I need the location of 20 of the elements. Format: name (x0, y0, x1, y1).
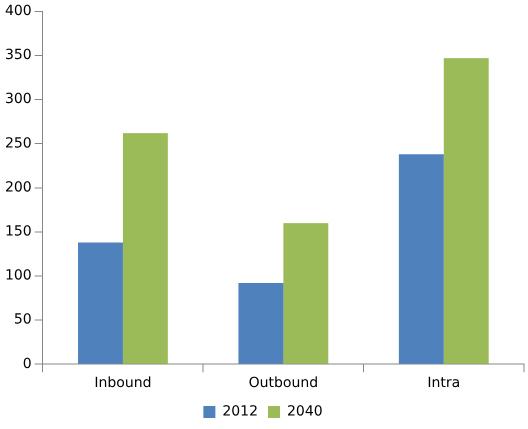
y-tick-label: 150 (4, 224, 32, 240)
bar (283, 223, 328, 364)
bar (122, 133, 168, 364)
y-tick-label: 200 (4, 179, 32, 196)
y-tick-label: 0 (22, 356, 32, 372)
bar (238, 283, 284, 364)
y-tick-label: 300 (4, 91, 32, 108)
y-tick-label: 250 (4, 135, 32, 152)
y-tick-label: 350 (4, 47, 32, 64)
x-tick-label: Intra (427, 375, 460, 392)
bar (444, 58, 489, 364)
legend-label: 2040 (287, 404, 323, 420)
x-tick-label: Outbound (248, 375, 318, 392)
bar (78, 242, 123, 364)
legend-label: 2012 (222, 404, 258, 420)
x-tick-label: Inbound (94, 375, 152, 392)
y-tick-label: 50 (14, 312, 32, 328)
y-tick-label: 100 (4, 268, 32, 284)
bar (398, 154, 444, 364)
y-tick-label: 400 (4, 3, 32, 20)
